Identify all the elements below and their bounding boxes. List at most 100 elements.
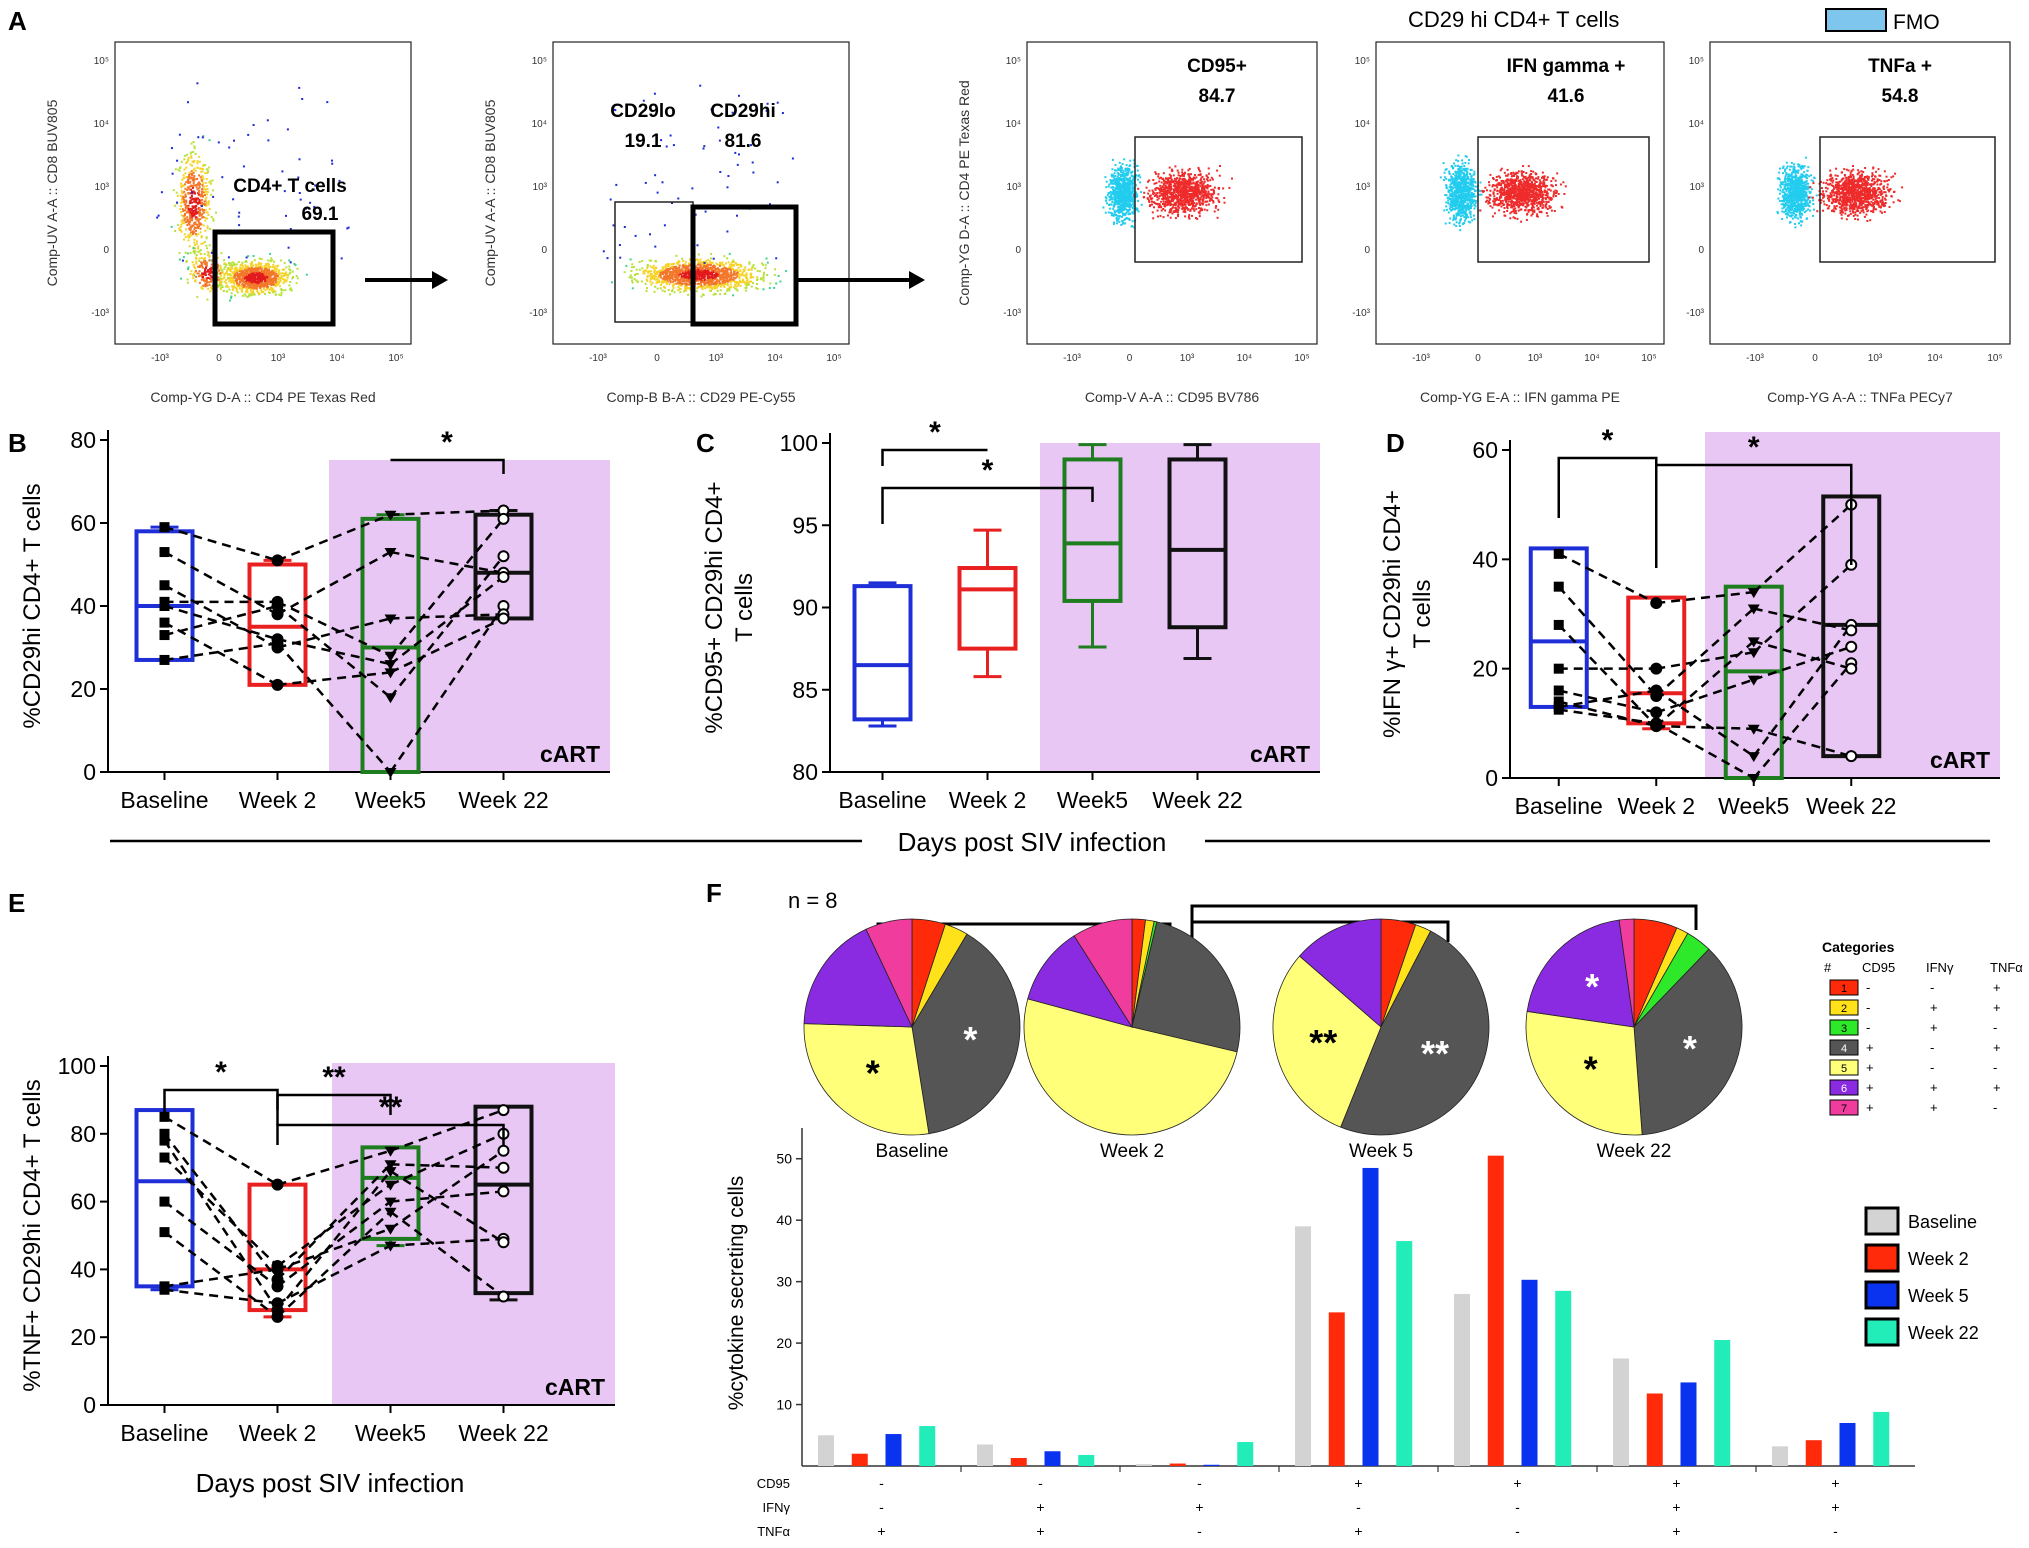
event-dot: [1107, 211, 1110, 214]
event-dot: [679, 280, 682, 283]
event-dot: [1167, 190, 1169, 193]
event-dot: [1192, 208, 1195, 211]
event-dot: [755, 287, 758, 290]
event-dot: [651, 274, 654, 277]
event-dot: [196, 223, 198, 226]
event-dot: [198, 181, 201, 184]
event-dot: [1159, 184, 1162, 187]
event-dot: [203, 209, 205, 212]
event-dot: [1130, 171, 1132, 174]
event-dot: [1467, 162, 1470, 165]
event-dot: [1183, 184, 1186, 187]
flow-y-axis-label: Comp-UV A-A :: CD8 BUV805: [482, 99, 498, 286]
event-dot: [183, 158, 186, 161]
event-dot: [1132, 203, 1135, 206]
event-dot: [1167, 181, 1170, 183]
event-dot: [1123, 179, 1126, 182]
event-dot: [669, 277, 672, 280]
event-dot: [656, 280, 659, 283]
event-dot: [223, 280, 226, 283]
event-dot: [196, 202, 199, 205]
event-dot: [201, 265, 204, 268]
event-dot: [238, 224, 241, 227]
event-dot: [672, 144, 675, 147]
event-dot: [275, 267, 278, 270]
event-dot: [209, 267, 211, 270]
event-dot: [1458, 221, 1461, 224]
event-dot: [184, 209, 186, 212]
event-dot: [1219, 165, 1221, 167]
event-dot: [1199, 185, 1202, 188]
event-dot: [238, 285, 241, 288]
x-tick-label: -10³: [1063, 353, 1081, 364]
event-dot: [230, 296, 233, 299]
event-dot: [205, 211, 208, 214]
event-dot: [681, 257, 684, 260]
event-dot: [242, 283, 245, 286]
event-dot: [285, 214, 287, 217]
event-dot: [1152, 217, 1155, 220]
event-dot: [720, 263, 723, 266]
event-dot: [1454, 206, 1457, 209]
event-dot: [266, 119, 269, 122]
event-dot: [721, 280, 724, 283]
event-dot: [1168, 196, 1171, 199]
event-dot: [181, 218, 184, 221]
event-dot: [675, 278, 677, 280]
event-dot: [1190, 186, 1193, 189]
event-dot: [1180, 180, 1183, 183]
event-dot: [756, 287, 759, 290]
event-dot: [283, 268, 286, 271]
event-dot: [220, 269, 223, 272]
event-dot: [1122, 201, 1125, 204]
event-dot: [1216, 216, 1219, 219]
event-dot: [679, 271, 682, 274]
event-dot: [1192, 203, 1194, 206]
event-dot: [671, 263, 674, 266]
event-dot: [188, 181, 191, 184]
event-dot: [260, 258, 263, 260]
event-dot: [1123, 193, 1126, 196]
event-dot: [231, 285, 234, 288]
event-dot: [1467, 208, 1470, 211]
event-dot: [1114, 210, 1117, 213]
event-dot: [243, 293, 246, 296]
event-dot: [235, 267, 238, 270]
event-dot: [266, 280, 269, 283]
event-dot: [291, 277, 294, 280]
event-dot: [200, 257, 203, 259]
event-dot: [1116, 185, 1119, 188]
event-dot: [234, 269, 237, 271]
event-dot: [1207, 185, 1210, 188]
event-dot: [270, 284, 273, 287]
event-dot: [274, 293, 277, 296]
event-dot: [1182, 210, 1185, 213]
event-dot: [1137, 187, 1140, 190]
event-dot: [1106, 202, 1108, 205]
event-dot: [1182, 175, 1185, 177]
event-dot: [731, 261, 733, 264]
event-dot: [633, 266, 635, 268]
event-dot: [682, 264, 685, 267]
event-dot: [716, 283, 719, 286]
y-tick-label: 10⁵: [1006, 56, 1021, 67]
event-dot: [694, 266, 697, 269]
event-dot: [1184, 215, 1187, 218]
event-dot: [207, 203, 210, 206]
event-dot: [1459, 174, 1462, 177]
event-dot: [1192, 205, 1195, 208]
event-dot: [1185, 195, 1188, 198]
event-dot: [277, 272, 280, 275]
event-dot: [696, 282, 699, 285]
event-dot: [1154, 171, 1157, 174]
event-dot: [340, 257, 343, 260]
event-dot: [250, 273, 253, 276]
event-dot: [228, 276, 231, 279]
event-dot: [664, 266, 667, 269]
event-dot: [1159, 190, 1162, 193]
event-dot: [1195, 181, 1198, 184]
event-dot: [688, 273, 691, 276]
event-dot: [750, 280, 753, 283]
event-dot: [641, 280, 644, 283]
event-dot: [698, 285, 701, 288]
